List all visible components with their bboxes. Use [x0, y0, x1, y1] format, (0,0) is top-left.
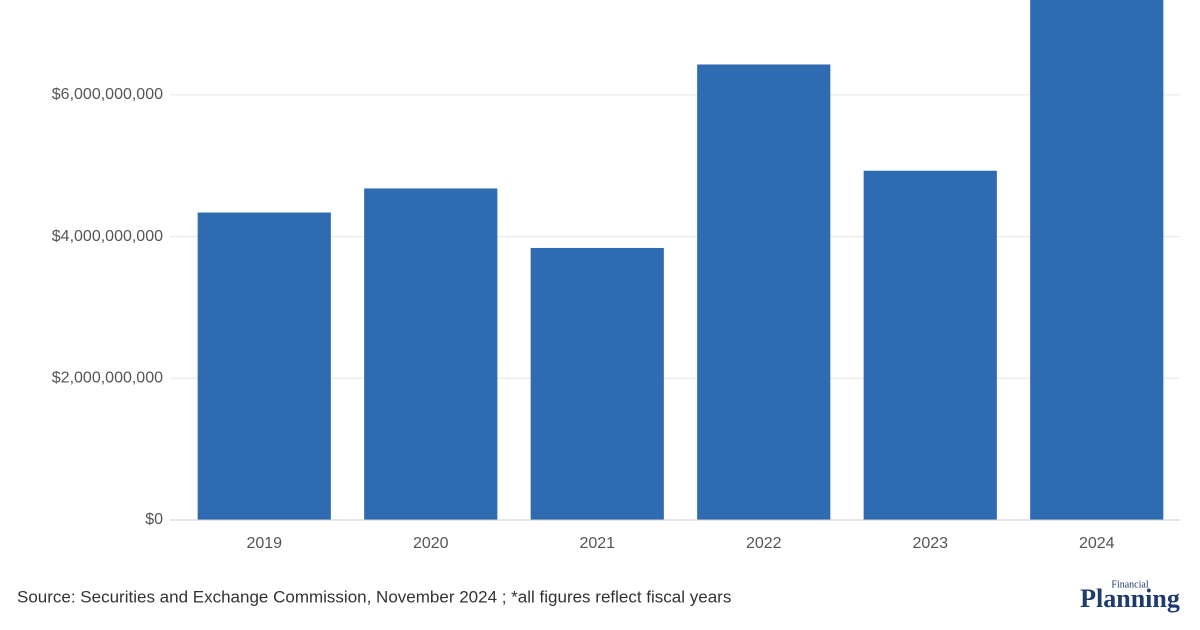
y-tick-label: $4,000,000,000 — [52, 228, 163, 245]
bar — [530, 247, 664, 520]
x-tick-label: 2023 — [912, 535, 948, 552]
bar — [863, 170, 997, 520]
bar — [697, 64, 831, 520]
x-tick-label: 2021 — [579, 535, 615, 552]
y-tick-label: $2,000,000,000 — [52, 370, 163, 387]
logo: Planning — [1080, 584, 1180, 613]
bars — [197, 0, 1164, 520]
x-tick-label: 2024 — [1079, 535, 1115, 552]
bar — [364, 188, 498, 520]
source-note: Source: Securities and Exchange Commissi… — [17, 587, 731, 606]
bar — [197, 212, 331, 520]
x-tick-label: 2022 — [746, 535, 782, 552]
bar — [1030, 0, 1164, 520]
x-tick-label: 2019 — [246, 535, 282, 552]
y-tick-label: $0 — [145, 511, 163, 528]
y-tick-label: $6,000,000,000 — [52, 86, 163, 103]
x-tick-label: 2020 — [413, 535, 449, 552]
logo-small: Financial — [1111, 579, 1148, 590]
